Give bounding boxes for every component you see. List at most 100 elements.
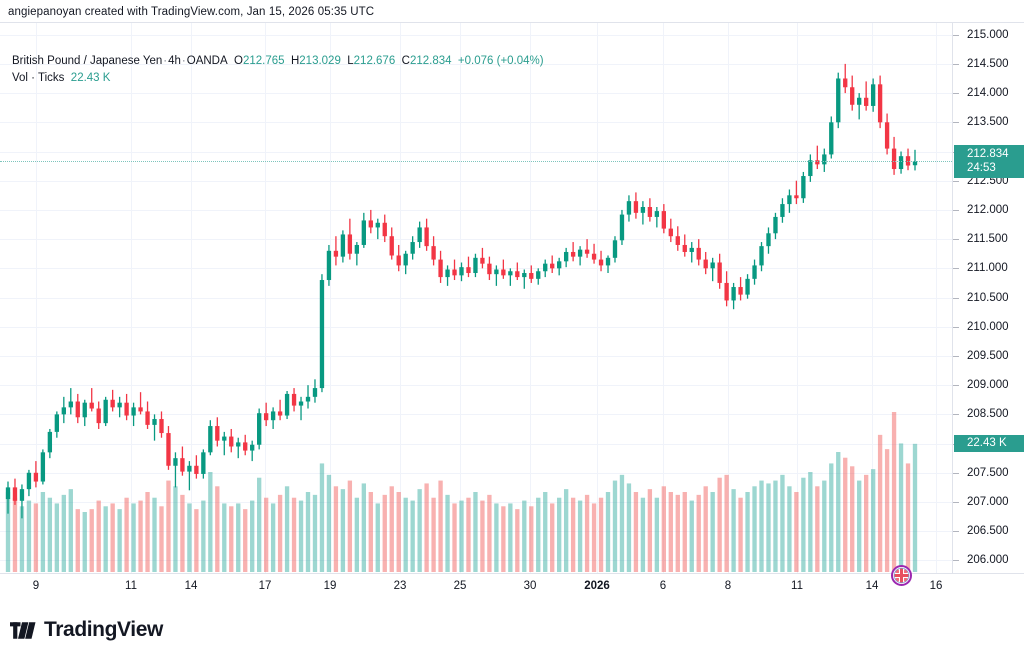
candle-body: [563, 251, 569, 262]
volume-bar: [577, 500, 583, 572]
gridline-vertical: [460, 23, 461, 573]
price-axis-tick: [953, 93, 959, 95]
candle-body: [766, 233, 771, 247]
candle-body: [508, 271, 513, 276]
time-axis[interactable]: 9 11 14 17 19 23 25 30 2026 6 8 11 14 16: [0, 575, 952, 598]
volume-bar: [361, 483, 366, 572]
volume-bar: [117, 509, 122, 572]
volume-bar: [570, 497, 576, 572]
candle-body: [438, 259, 443, 278]
candle-body: [326, 250, 332, 281]
bar-countdown: 24:53: [967, 161, 996, 174]
price-axis-tick: [953, 180, 959, 182]
legend-close-label: C: [401, 55, 410, 67]
gridline-horizontal: [0, 472, 952, 474]
candle-body: [250, 444, 255, 451]
uk-flag-icon: [893, 567, 910, 584]
volume-bar: [752, 486, 757, 572]
candle-body: [836, 78, 841, 123]
candle-body: [689, 247, 694, 252]
candle-body: [724, 282, 729, 301]
candle-body: [61, 407, 66, 415]
volume-bar: [173, 486, 178, 572]
tradingview-footer[interactable]: TradingView: [10, 618, 163, 642]
current-volume-value: 22.43 K: [967, 436, 1007, 449]
candle-body: [403, 253, 408, 266]
volume-bar: [738, 497, 743, 572]
volume-bar: [640, 497, 646, 572]
candle-body: [745, 278, 750, 295]
candle-body: [550, 263, 555, 269]
gridline-vertical: [400, 23, 401, 573]
current-price-badge[interactable]: 212.834 24:53: [954, 145, 1024, 179]
volume-bar: [243, 509, 248, 572]
volume-bar: [236, 503, 241, 572]
volume-bar: [829, 463, 834, 572]
candle-body: [787, 195, 792, 205]
candle-body: [96, 408, 101, 424]
volume-bar: [689, 500, 694, 572]
gridline-horizontal: [0, 93, 952, 95]
candle-body: [654, 211, 660, 217]
candle-body: [710, 262, 715, 269]
volume-bar: [822, 480, 827, 572]
volume-bar: [626, 483, 632, 572]
volume-bar: [898, 443, 904, 572]
volume-bar: [717, 477, 722, 572]
volume-bar: [473, 492, 478, 572]
candle-body: [843, 78, 848, 88]
candle-body: [584, 249, 590, 254]
volume-bar: [424, 483, 429, 572]
volume-bar: [145, 492, 150, 572]
volume-bar: [208, 472, 213, 572]
candle-body: [801, 176, 806, 199]
volume-bar: [654, 497, 660, 572]
candle-body: [864, 97, 869, 106]
uk-flag-event-marker[interactable]: [891, 565, 912, 586]
candle-body: [257, 413, 262, 445]
time-axis-label: 14: [865, 580, 879, 592]
volume-bar: [522, 500, 527, 572]
volume-bar: [675, 494, 680, 572]
candle-body: [738, 287, 743, 295]
volume-bar: [703, 486, 708, 572]
gridline-horizontal: [0, 122, 952, 124]
candle-body: [577, 249, 583, 257]
candle-body: [494, 269, 499, 275]
chart-plot-area[interactable]: [0, 22, 952, 574]
legend-high-label: H: [290, 55, 300, 67]
price-axis[interactable]: 215.000214.500214.000213.500213.000212.5…: [952, 22, 1024, 574]
volume-bar: [124, 497, 129, 572]
volume-bar: [166, 480, 171, 572]
legend-symbol-row: British Pound / Japanese Yen·4h·OANDA O2…: [12, 54, 544, 69]
candle-body: [459, 267, 464, 276]
time-axis-label: 11: [791, 580, 803, 592]
legend-change: +0.076: [457, 55, 494, 67]
time-axis-label: 23: [393, 580, 407, 592]
current-volume-badge[interactable]: 22.43 K: [954, 434, 1024, 452]
candle-body: [640, 207, 646, 213]
candle-body: [382, 222, 387, 237]
volume-bar: [605, 492, 611, 572]
legend-symbol-name[interactable]: British Pound / Japanese Yen: [12, 55, 163, 67]
volume-bar: [33, 503, 39, 572]
candle-body: [815, 160, 820, 165]
candle-body: [431, 246, 436, 260]
candle-body: [794, 195, 799, 199]
candle-body: [808, 160, 813, 177]
legend-interval[interactable]: 4h: [168, 55, 181, 67]
candle-body: [208, 426, 213, 453]
volume-bar: [26, 500, 32, 572]
candle-body: [284, 393, 290, 416]
volume-bar: [557, 497, 562, 572]
volume-bar: [270, 503, 276, 572]
candle-body: [222, 436, 227, 441]
volume-bar: [668, 492, 673, 572]
legend-volume-title[interactable]: Vol · Ticks: [12, 72, 65, 84]
candle-body: [829, 122, 834, 155]
candle-body: [124, 402, 129, 416]
price-axis-label: 210.500: [967, 291, 1009, 304]
candle-body: [201, 452, 206, 474]
volume-bar: [312, 494, 318, 572]
